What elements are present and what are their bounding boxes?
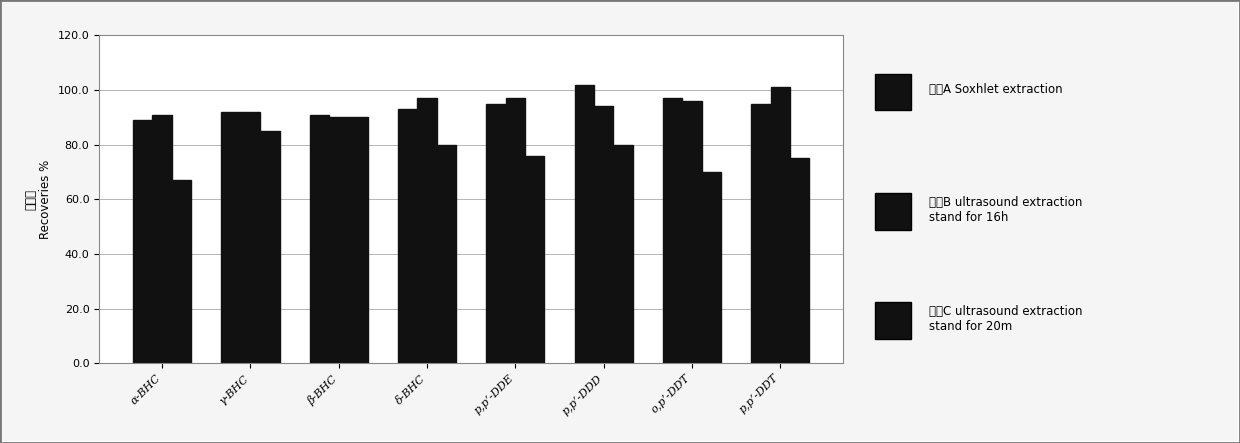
Bar bbox=[172, 180, 191, 363]
Bar bbox=[133, 120, 153, 363]
Bar bbox=[770, 87, 790, 363]
Text: 提取B ultrasound extraction
stand for 16h: 提取B ultrasound extraction stand for 16h bbox=[929, 196, 1083, 224]
Bar bbox=[398, 109, 418, 363]
Bar bbox=[663, 98, 682, 363]
Bar bbox=[525, 155, 544, 363]
Bar bbox=[418, 98, 436, 363]
Bar bbox=[436, 145, 456, 363]
Bar bbox=[702, 172, 722, 363]
Text: 提取A Soxhlet extraction: 提取A Soxhlet extraction bbox=[929, 83, 1063, 97]
Bar bbox=[241, 112, 260, 363]
Bar bbox=[614, 145, 632, 363]
Bar bbox=[790, 159, 810, 363]
Bar bbox=[153, 115, 172, 363]
FancyBboxPatch shape bbox=[875, 194, 911, 230]
Bar bbox=[751, 104, 770, 363]
Bar bbox=[594, 106, 614, 363]
Bar bbox=[348, 117, 368, 363]
Text: 提取C ultrasound extraction
stand for 20m: 提取C ultrasound extraction stand for 20m bbox=[929, 305, 1083, 333]
FancyBboxPatch shape bbox=[875, 303, 911, 339]
Bar bbox=[506, 98, 525, 363]
Y-axis label: 回收率
Recoveries %: 回收率 Recoveries % bbox=[24, 160, 52, 239]
Bar bbox=[329, 117, 348, 363]
Bar bbox=[682, 101, 702, 363]
Bar bbox=[574, 85, 594, 363]
FancyBboxPatch shape bbox=[875, 74, 911, 110]
Bar bbox=[260, 131, 279, 363]
Bar bbox=[486, 104, 506, 363]
Bar bbox=[310, 115, 329, 363]
Bar bbox=[221, 112, 241, 363]
